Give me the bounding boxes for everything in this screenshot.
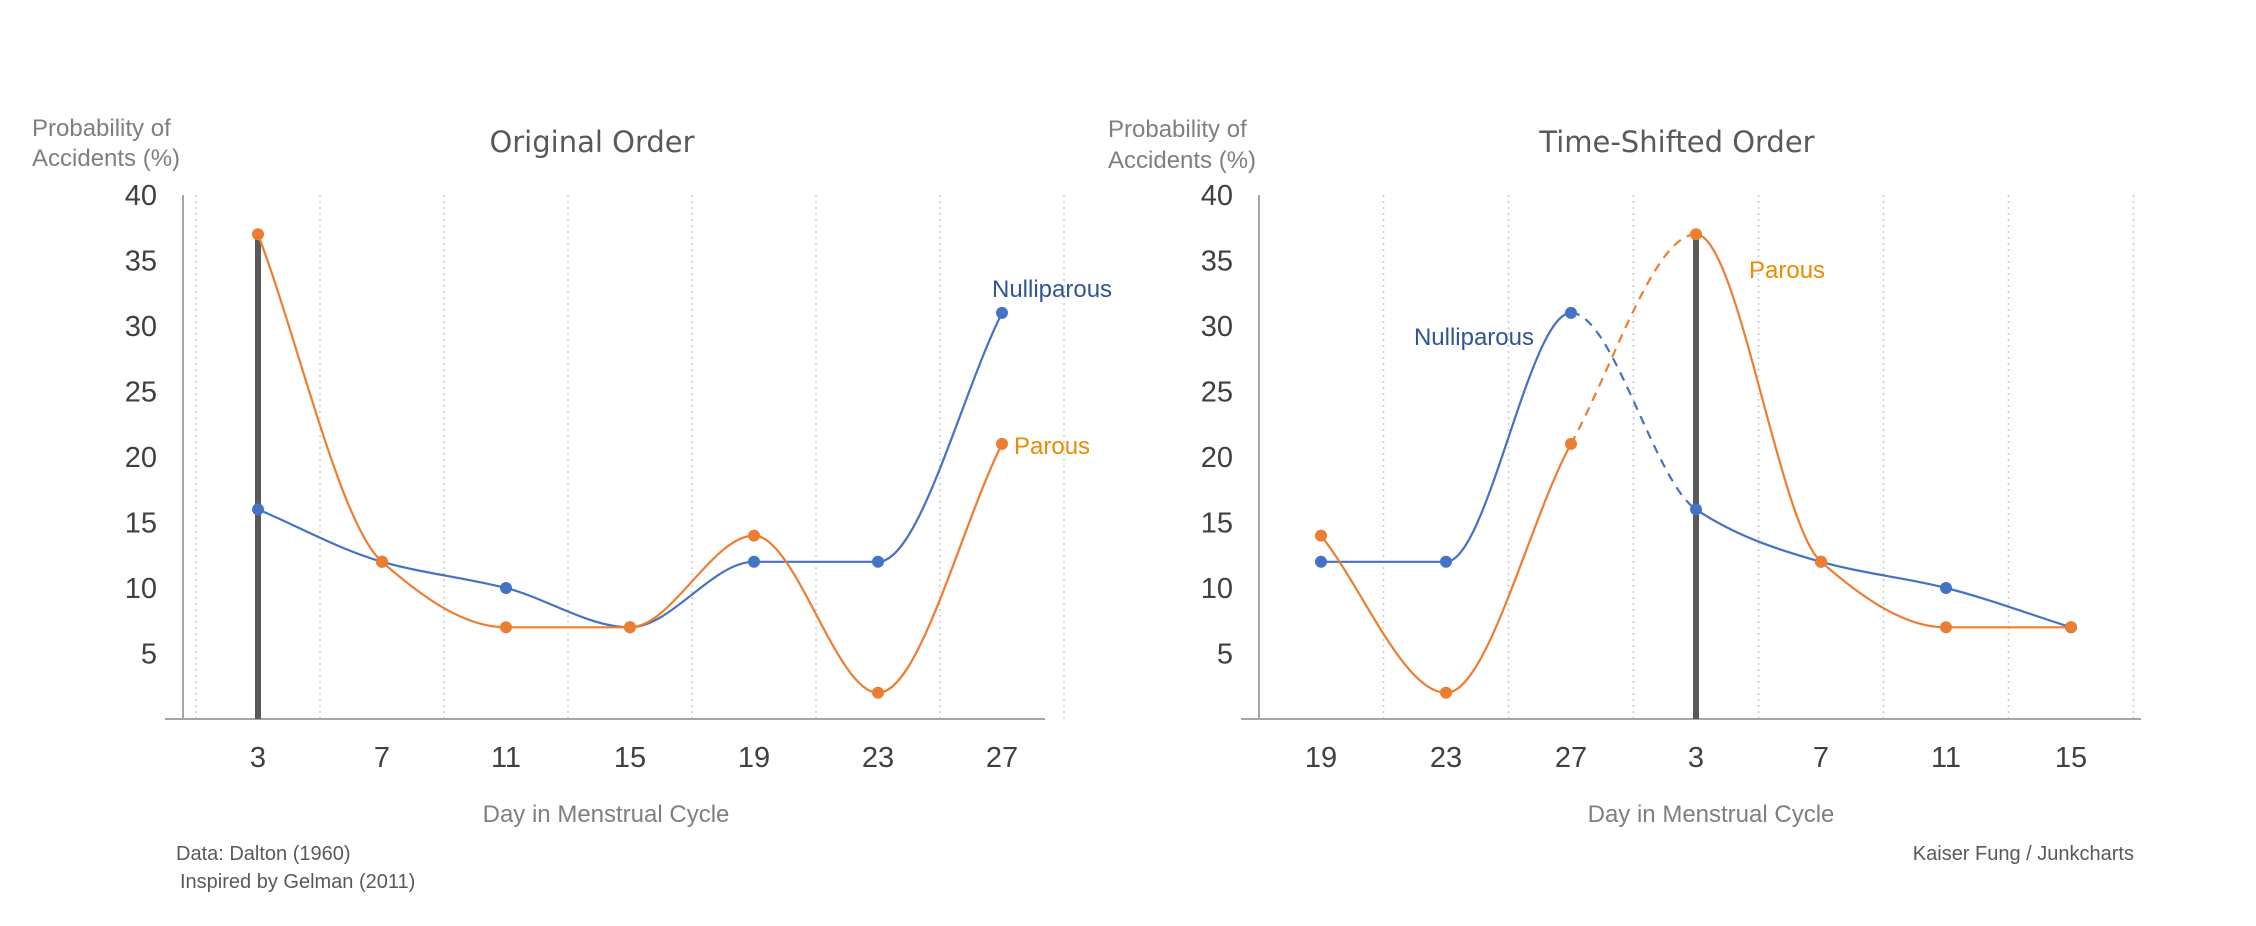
x-tick-label: 23: [1430, 742, 1462, 774]
chart-panel-original-order: Original Order Probability of Accidents (%…: [32, 115, 1112, 828]
parous-data-point: [1815, 555, 1827, 568]
parous-line-segment: [1820, 560, 1947, 629]
parous-line-segment: [1445, 443, 1572, 694]
nulliparous-series-label: Nulliparous: [1414, 324, 1534, 351]
nulliparous-line-segment: [629, 560, 755, 629]
parous-data-point: [376, 555, 388, 568]
nulliparous-data-point: [748, 555, 760, 568]
x-tick-label: 3: [1688, 742, 1704, 774]
parous-line-segment: [256, 233, 383, 563]
y-tick-label: 10: [125, 573, 157, 605]
parous-data-point: [996, 437, 1008, 450]
nulliparous-data-point: [500, 582, 512, 594]
parous-data-point: [624, 621, 636, 634]
parous-data-point: [1315, 529, 1327, 542]
nulliparous-data-point: [872, 555, 884, 568]
parous-data-point: [252, 228, 264, 241]
x-tick-label: 11: [491, 742, 521, 774]
y-tick-label: 30: [125, 311, 157, 343]
x-tick-label: 15: [614, 742, 646, 774]
parous-line-segment: [1570, 233, 1697, 445]
y-axis-label: Accidents (%): [1108, 147, 1256, 174]
y-tick-label: 5: [1217, 639, 1233, 671]
y-tick-label: 5: [141, 639, 157, 671]
y-axis-label: Accidents (%): [32, 145, 180, 172]
y-tick-label: 15: [1201, 508, 1233, 540]
parous-line-segment: [381, 560, 507, 629]
parous-data-point: [1440, 686, 1452, 699]
nulliparous-line-segment: [1570, 311, 1697, 511]
x-tick-label: 7: [1813, 742, 1829, 774]
parous-data-point: [1690, 228, 1702, 241]
nulliparous-line-segment: [1445, 311, 1572, 563]
parous-line-segment: [629, 534, 755, 629]
x-tick-label: 11: [1931, 742, 1961, 774]
nulliparous-data-point: [1440, 555, 1452, 568]
y-tick-label: 20: [1201, 442, 1233, 474]
nulliparous-line-segment: [1945, 586, 2072, 629]
parous-data-point: [500, 621, 512, 634]
x-tick-label: 15: [2055, 742, 2087, 774]
y-tick-label: 20: [125, 442, 157, 474]
source-note: Data: Dalton (1960): [176, 843, 351, 865]
nulliparous-data-point: [1940, 582, 1952, 594]
nulliparous-data-point: [252, 503, 264, 516]
y-tick-label: 40: [1201, 180, 1233, 212]
x-tick-label: 27: [1555, 742, 1587, 774]
nulliparous-line-segment: [1820, 560, 1947, 590]
y-tick-label: 35: [1201, 246, 1233, 278]
parous-line-segment: [1695, 233, 1822, 563]
x-tick-label: 7: [374, 742, 390, 774]
credit-note: Kaiser Fung / Junkcharts: [1913, 843, 2134, 865]
x-tick-label: 3: [250, 742, 266, 774]
nulliparous-line-segment: [505, 586, 631, 629]
parous-series-label: Parous: [1014, 433, 1090, 460]
parous-data-point: [2065, 621, 2077, 634]
nulliparous-data-point: [1565, 306, 1577, 319]
nulliparous-line-segment: [877, 312, 1003, 563]
parous-data-point: [1565, 437, 1577, 450]
y-axis-label: Probability of: [32, 115, 171, 142]
parous-line-segment: [877, 443, 1003, 694]
y-tick-label: 15: [125, 508, 157, 540]
nulliparous-line-segment: [381, 560, 507, 590]
chart-title: Original Order: [489, 125, 694, 159]
parous-series-label: Parous: [1749, 257, 1825, 284]
parous-data-point: [748, 529, 760, 542]
parous-data-point: [1940, 621, 1952, 634]
nulliparous-line-segment: [1695, 508, 1822, 563]
nulliparous-series-label: Nulliparous: [992, 276, 1112, 303]
nulliparous-data-point: [996, 306, 1008, 319]
y-axis-label: Probability of: [1108, 116, 1247, 143]
parous-line-segment: [753, 534, 879, 694]
y-tick-label: 35: [125, 246, 157, 278]
x-axis-label: Day in Menstrual Cycle: [1588, 801, 1835, 828]
inspired-note: Inspired by Gelman (2011): [180, 871, 415, 893]
x-tick-label: 23: [862, 742, 894, 774]
y-tick-label: 10: [1201, 573, 1233, 605]
x-tick-label: 19: [738, 742, 770, 774]
nulliparous-data-point: [1690, 503, 1702, 516]
x-axis-label: Day in Menstrual Cycle: [483, 801, 730, 828]
x-tick-label: 27: [986, 742, 1018, 774]
nulliparous-line-segment: [257, 508, 383, 563]
chart-title: Time-Shifted Order: [1538, 125, 1814, 159]
y-tick-label: 40: [125, 180, 157, 212]
chart-panel-time-shifted-order: Time-Shifted Order Probability of Accident…: [1108, 116, 2141, 828]
y-tick-label: 25: [125, 377, 157, 409]
y-tick-label: 25: [1201, 377, 1233, 409]
parous-data-point: [872, 686, 884, 699]
nulliparous-data-point: [1315, 555, 1327, 568]
y-tick-label: 30: [1201, 311, 1233, 343]
x-tick-label: 19: [1305, 742, 1337, 774]
parous-line-segment: [1320, 534, 1447, 694]
